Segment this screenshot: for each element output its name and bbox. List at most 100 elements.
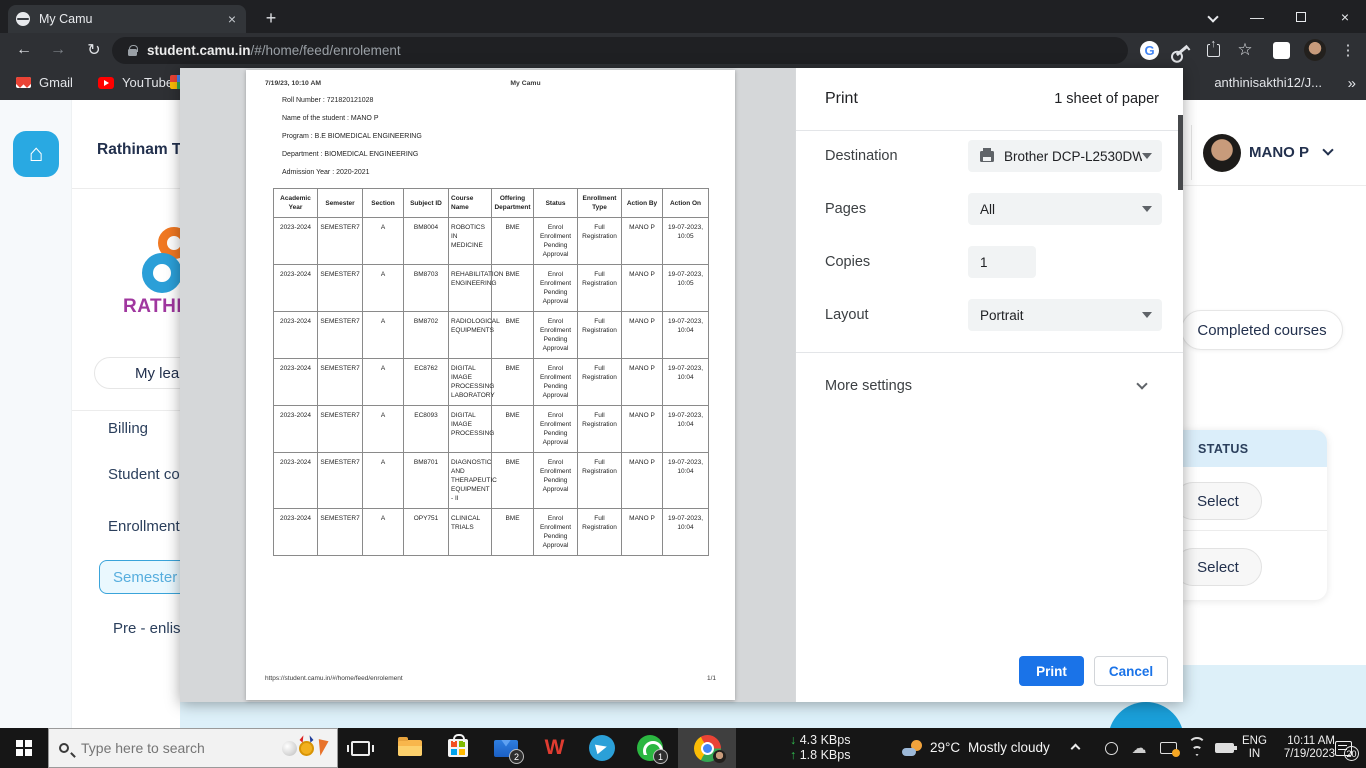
back-button[interactable]: ←: [16, 41, 32, 58]
print-dialog-title: Print: [825, 90, 858, 107]
table-row: 2023-2024 SEMESTER7 A BM8703 REHABILITATION …: [273, 264, 709, 312]
tab-close-icon[interactable]: ×: [227, 11, 236, 27]
doc-footer-page-number: 1/1: [706, 675, 716, 682]
table-row: 2023-2024 SEMESTER7 A OPY751 CLINICAL TRIALS…: [273, 508, 709, 556]
wps-office-button[interactable]: W: [544, 736, 565, 759]
user-avatar[interactable]: [1203, 134, 1241, 172]
file-explorer-button[interactable]: [390, 728, 430, 768]
url-domain: student.camu.in: [147, 43, 251, 58]
mail-badge: 2: [509, 749, 524, 764]
search-input[interactable]: [81, 740, 282, 756]
table-cell: DIGITAL IMAGE PROCESSING: [448, 405, 494, 453]
table-cell: Enrol Enrollment Pending Approval: [533, 311, 578, 359]
start-button[interactable]: [0, 728, 48, 768]
table-cell: MANO P: [621, 405, 663, 453]
user-name: MANO P: [1249, 144, 1309, 161]
printer-icon: [980, 147, 994, 162]
password-key-icon[interactable]: [1172, 38, 1192, 62]
bookmark-youtube[interactable]: YouTube: [98, 75, 173, 90]
mail-button[interactable]: 2: [486, 728, 526, 768]
table-cell: SEMESTER7: [317, 508, 363, 556]
tray-overflow-chevron[interactable]: [1070, 743, 1081, 754]
cancel-button[interactable]: Cancel: [1094, 656, 1168, 686]
reload-button[interactable]: ↻: [87, 42, 101, 59]
new-tab-button[interactable]: +: [265, 7, 277, 28]
doc-column-header: Semester: [317, 188, 363, 218]
bookmarks-overflow-chevron[interactable]: »: [1347, 75, 1356, 92]
select-button-row1[interactable]: Select: [1174, 482, 1262, 520]
restore-button[interactable]: [1280, 0, 1322, 33]
table-cell: A: [362, 405, 404, 453]
table-row: 2023-2024 SEMESTER7 A BM8004 ROBOTICS IN MED…: [273, 217, 709, 265]
task-view-button[interactable]: [340, 728, 380, 768]
dialog-scrollbar[interactable]: [1178, 115, 1183, 190]
print-button[interactable]: Print: [1019, 656, 1084, 686]
forward-button[interactable]: →: [50, 41, 66, 58]
destination-select[interactable]: Brother DCP-L2530DW: [968, 140, 1162, 172]
browser-tab[interactable]: My Camu ×: [8, 5, 246, 33]
gmail-icon: [16, 77, 31, 88]
more-settings-chevron-icon[interactable]: [1136, 378, 1148, 390]
onedrive-cloud-icon[interactable]: ☁: [1131, 740, 1147, 757]
copies-input[interactable]: [968, 246, 1036, 278]
display-sync-icon[interactable]: [1154, 728, 1182, 768]
table-cell: Enrol Enrollment Pending Approval: [533, 452, 578, 509]
destination-caret-icon: [1142, 153, 1152, 159]
user-menu-chevron-icon[interactable]: [1322, 144, 1334, 156]
bookmark-gmail[interactable]: Gmail: [16, 75, 73, 90]
google-extension-icon[interactable]: G: [1140, 38, 1159, 62]
weather-icon[interactable]: [902, 740, 922, 756]
battery-icon[interactable]: [1210, 728, 1238, 768]
chrome-taskbar-button[interactable]: [678, 728, 736, 768]
select-button-row2[interactable]: Select: [1174, 548, 1262, 586]
document-page: 7/19/23, 10:10 AM My Camu Roll Number : …: [246, 70, 735, 700]
youtube-icon: [98, 76, 114, 89]
completed-courses-button[interactable]: Completed courses: [1181, 310, 1343, 350]
pages-select[interactable]: All: [968, 193, 1162, 225]
sidebar-item-enrollment[interactable]: Enrollment: [108, 518, 180, 535]
microsoft-store-button[interactable]: [438, 728, 478, 768]
taskbar-search[interactable]: [48, 728, 338, 768]
screen-record-tray-icon[interactable]: [1098, 728, 1124, 768]
sidebar-item-billing[interactable]: Billing: [108, 420, 149, 437]
sidebar-item-pre-enlistment[interactable]: Pre - enlistn: [113, 620, 194, 637]
whatsapp-button[interactable]: 1: [630, 728, 670, 768]
share-icon[interactable]: [1203, 37, 1223, 62]
close-window-button[interactable]: ×: [1340, 8, 1350, 25]
sidebar-item-student-courses[interactable]: Student cour: [108, 466, 194, 483]
layout-select[interactable]: Portrait: [968, 299, 1162, 331]
destination-label: Destination: [825, 148, 898, 164]
bookmark-star-icon[interactable]: ☆: [1237, 40, 1253, 59]
doc-student-name: Name of the student : MANO P: [282, 115, 379, 122]
more-settings-toggle[interactable]: More settings: [825, 378, 913, 394]
minimize-button[interactable]: —: [1250, 8, 1264, 25]
table-cell: 2023-2024: [273, 264, 318, 312]
weather-condition[interactable]: Mostly cloudy: [968, 740, 1050, 755]
tab-search-chevron-icon[interactable]: [1192, 0, 1234, 33]
network-speed-indicator: ↓ 4.3 KBps ↑ 1.8 KBps: [790, 733, 851, 762]
doc-column-header: Status: [533, 188, 578, 218]
language-indicator[interactable]: ENG IN: [1242, 735, 1267, 760]
table-cell: SEMESTER7: [317, 311, 363, 359]
doc-column-header: Academic Year: [273, 188, 318, 218]
extension-square-icon[interactable]: [1271, 38, 1291, 62]
profile-avatar[interactable]: [1303, 38, 1327, 62]
bookmark-account-folder[interactable]: anthinisakthi12/J...: [1214, 75, 1322, 90]
table-cell: BME: [491, 358, 534, 406]
temperature[interactable]: 29°C: [930, 740, 961, 755]
table-cell: Full Registration: [577, 217, 622, 265]
telegram-button[interactable]: [582, 728, 622, 768]
clock[interactable]: 10:11 AM 7/19/2023: [1283, 735, 1335, 760]
address-bar[interactable]: student.camu.in/#/home/feed/enrolement: [112, 37, 1128, 64]
doc-header-title: My Camu: [510, 80, 541, 87]
table-cell: 19-07-2023, 10:04: [662, 405, 709, 453]
wifi-icon[interactable]: [1184, 728, 1210, 768]
browser-menu-icon[interactable]: ⋮: [1340, 42, 1356, 59]
notification-count-badge: 20: [1344, 746, 1359, 761]
print-preview-area: 7/19/23, 10:10 AM My Camu Roll Number : …: [180, 68, 795, 702]
table-cell: BME: [491, 264, 534, 312]
home-button[interactable]: ⌂: [13, 131, 59, 177]
whatsapp-badge: 1: [653, 749, 668, 764]
table-cell: BM8703: [403, 264, 449, 312]
table-cell: 19-07-2023, 10:05: [662, 217, 709, 265]
